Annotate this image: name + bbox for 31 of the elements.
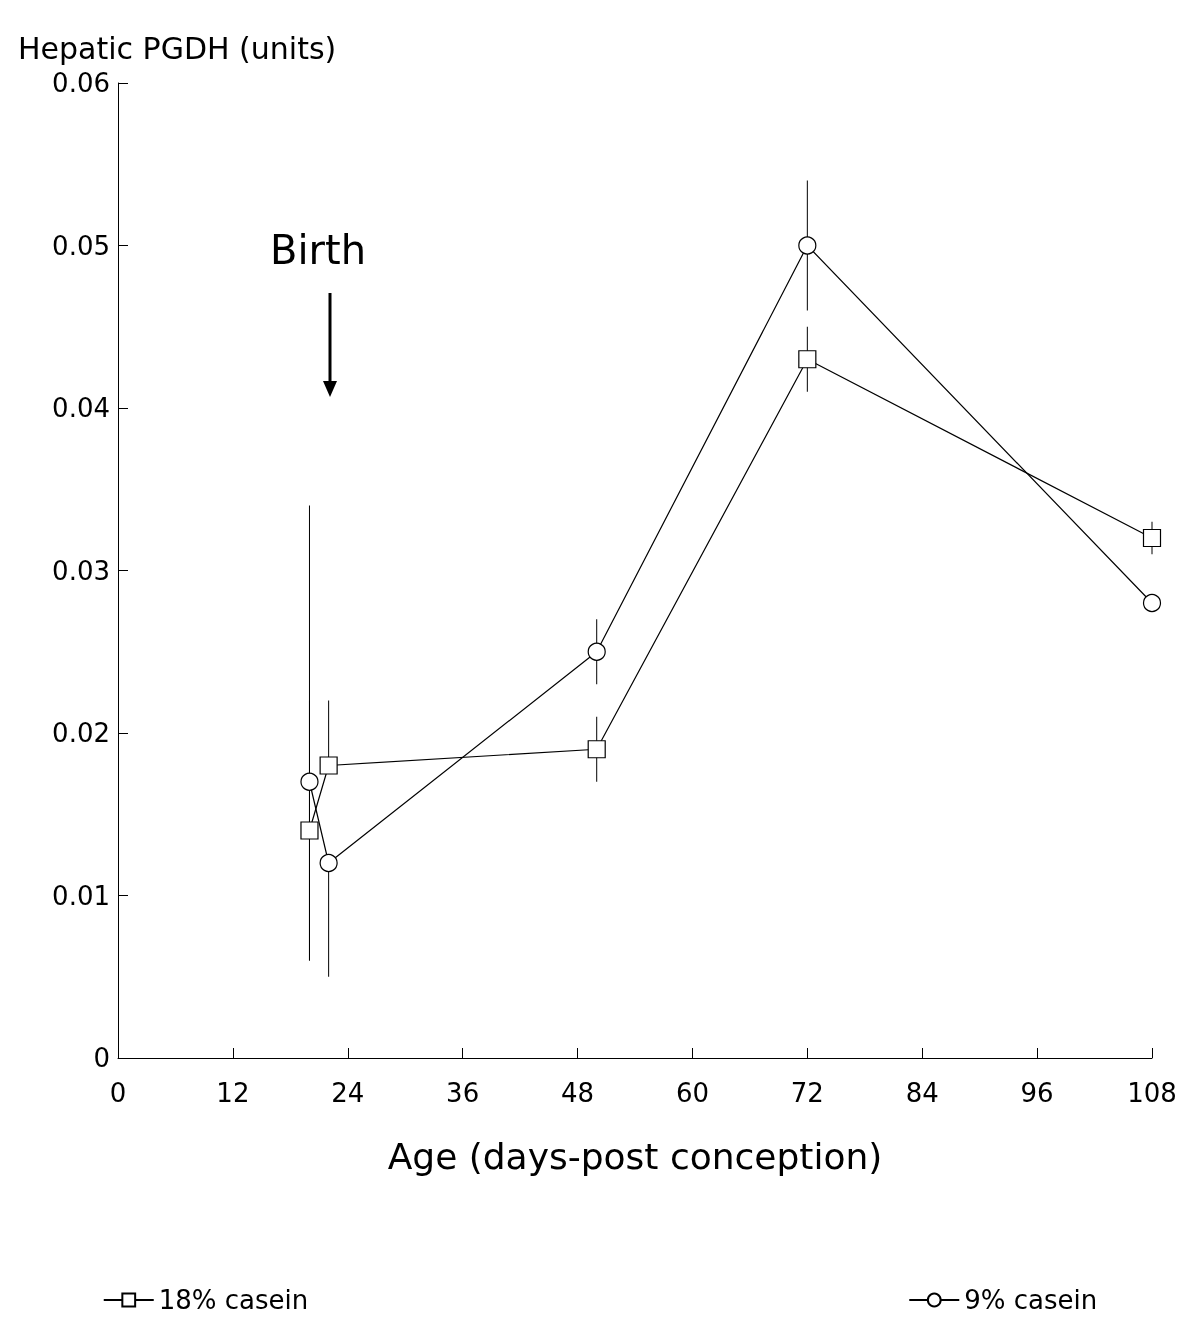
point xyxy=(319,853,338,873)
y-tick-label: 0 xyxy=(93,1043,110,1073)
legend-label: 18% casein xyxy=(158,1285,309,1315)
x-tick-label: 24 xyxy=(331,1078,365,1108)
point xyxy=(319,756,338,775)
y-tick-label: 0.04 xyxy=(52,393,110,423)
point xyxy=(587,642,606,661)
x-tick-label: 108 xyxy=(1127,1078,1177,1108)
x-tick-label: 36 xyxy=(446,1078,480,1108)
y-tick-label: 0.02 xyxy=(52,718,110,748)
x-tick-label: 12 xyxy=(216,1078,250,1108)
x-tick-label: 72 xyxy=(790,1078,824,1108)
point xyxy=(1142,593,1162,613)
point xyxy=(587,740,606,759)
x-tick-label: 84 xyxy=(905,1078,939,1108)
point xyxy=(300,821,319,840)
y-tick-label: 0.06 xyxy=(52,68,110,98)
point xyxy=(300,772,319,791)
point xyxy=(1142,528,1162,548)
y-tick-label: 0.05 xyxy=(52,230,110,261)
x-tick-label: 60 xyxy=(675,1078,709,1108)
legend-label: 9% casein xyxy=(964,1285,1098,1315)
annotation: Birth xyxy=(270,227,367,273)
point xyxy=(798,350,817,369)
x-tick-label: 48 xyxy=(561,1078,595,1108)
y-axis-title: Hepatic PGDH (units) xyxy=(18,30,337,66)
x-tick-label: 96 xyxy=(1020,1078,1054,1108)
y-tick-label: 0.01 xyxy=(52,880,110,911)
x-axis-title: Age (days-post conception) xyxy=(387,1135,883,1177)
y-tick-label: 0.03 xyxy=(52,555,110,586)
point xyxy=(798,236,817,255)
